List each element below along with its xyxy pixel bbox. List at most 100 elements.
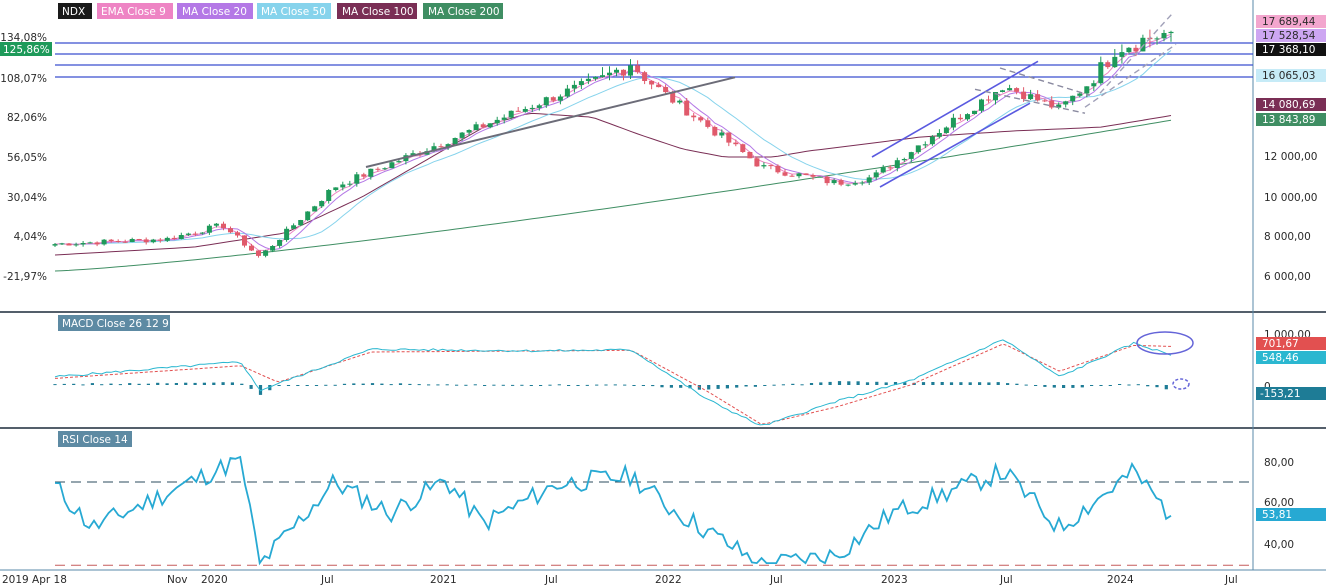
candle-body [382, 168, 388, 170]
macd-histogram-bar [623, 384, 627, 386]
candle-body [831, 180, 837, 184]
candle-body [684, 100, 690, 116]
x-tick: 2019 Apr 18 [2, 574, 67, 586]
x-tick: 2023 [881, 574, 908, 586]
macd-histogram-bar [230, 382, 234, 385]
macd-histogram-bar [455, 384, 459, 386]
candle-body [866, 177, 872, 183]
macd-line [54, 339, 1172, 426]
candle-body [1035, 94, 1041, 101]
candle-body [59, 243, 65, 245]
macd-histogram-bar [660, 385, 664, 388]
candle-body [515, 110, 521, 112]
macd-histogram-bar [520, 384, 524, 386]
candle-body [1105, 62, 1111, 68]
x-tick: 2024 [1107, 574, 1134, 586]
price-tags: 17 689,44 17 528,54 17 368,10 16 065,03 … [1256, 15, 1326, 521]
macd-histogram-bar [417, 384, 421, 386]
candle-body [487, 123, 493, 128]
left-axis: 134,08% 108,07% 82,06% 56,05% 30,04% 4,0… [0, 32, 52, 283]
x-tick: Jul [544, 574, 558, 586]
macd-histogram-bar [884, 382, 888, 385]
candle-body [1133, 47, 1139, 52]
channel-upper-line [871, 60, 1039, 158]
candle-body [600, 75, 605, 77]
time-axis: 2019 Apr 18 Nov 2020 Jul 2021 Jul 2022 J… [2, 574, 1238, 586]
macd-histogram-bar [53, 384, 57, 386]
candle-body [915, 145, 921, 153]
candle-body [585, 78, 591, 81]
macd-histogram-bar [996, 382, 1000, 385]
candle-body [277, 240, 283, 246]
left-tick: 134,08% [0, 32, 47, 44]
tag-signal: 701,67 [1262, 338, 1299, 350]
macd-histogram-bar [212, 382, 216, 385]
right-tick: 6 000,00 [1264, 271, 1311, 283]
macd-histogram-bar [1034, 385, 1038, 386]
macd-histogram-bar [352, 383, 356, 385]
candle-body [922, 144, 928, 146]
macd-histogram-bar [959, 382, 963, 385]
macd-histogram-bar [604, 384, 608, 386]
candle-body [501, 117, 507, 120]
macd-histogram-bar [90, 383, 94, 385]
macd-histogram-bar [361, 383, 365, 385]
macd-histogram-bar [1099, 385, 1103, 386]
candle-body [1049, 100, 1055, 108]
candle-body [880, 167, 886, 173]
candle-body [726, 132, 732, 143]
candle-body [347, 183, 353, 185]
candle-body [936, 133, 942, 137]
x-tick: Jul [769, 574, 783, 586]
macd-histogram-bar [146, 383, 150, 385]
macd-histogram-bar [1164, 385, 1168, 390]
candle-body [136, 239, 142, 240]
macd-histogram-bar [324, 384, 328, 386]
candle-body [761, 165, 767, 167]
histogram-highlight-ellipse [1172, 378, 1190, 390]
candle-body [256, 250, 261, 256]
candle-body [242, 235, 247, 246]
candle-body [431, 146, 437, 151]
macd-histogram-bar [464, 384, 468, 386]
candle-body [950, 117, 956, 128]
candle-body [838, 180, 844, 185]
macd-histogram-bar [1071, 385, 1075, 388]
candle-body [1119, 52, 1125, 57]
candle-body [452, 138, 458, 145]
candle-body [192, 233, 198, 235]
macd-histogram-bar [128, 383, 132, 385]
candle-body [1077, 93, 1083, 96]
candle-body [389, 162, 395, 169]
macd-histogram-bar [763, 385, 767, 386]
candle-body [466, 130, 472, 133]
macd-histogram-bar [828, 381, 832, 385]
candle-body [235, 232, 240, 236]
legend-ema9: EMA Close 9 [101, 6, 166, 18]
macd-histogram-bar [651, 385, 655, 387]
macd-histogram-bar [249, 385, 253, 389]
tag-macd: 548,46 [1262, 352, 1299, 364]
candle-body [1014, 88, 1020, 92]
wedge-lower-line [1084, 43, 1177, 108]
candle-body [66, 243, 72, 246]
candle-body [536, 105, 542, 108]
main-legend: NDX EMA Close 9 MA Close 20 MA Close 50 … [58, 3, 503, 19]
left-tick: 82,06% [7, 112, 47, 124]
macd-histogram-bar [296, 385, 300, 386]
candle-body [291, 225, 297, 229]
candle-body [859, 182, 865, 184]
candle-body [642, 72, 648, 81]
candle-body [361, 174, 367, 177]
x-tick: Jul [1224, 574, 1238, 586]
candle-body [333, 187, 339, 190]
candle-body [578, 81, 584, 85]
macd-histogram-bar [1052, 385, 1056, 388]
candle-body [480, 124, 486, 128]
candle-body [1098, 62, 1104, 84]
tag-ma50: 16 065,03 [1262, 70, 1315, 82]
macd-histogram-bar [314, 385, 319, 386]
rsi-panel [54, 455, 1253, 566]
candle-body [656, 84, 662, 88]
macd-histogram-bar [511, 384, 515, 386]
